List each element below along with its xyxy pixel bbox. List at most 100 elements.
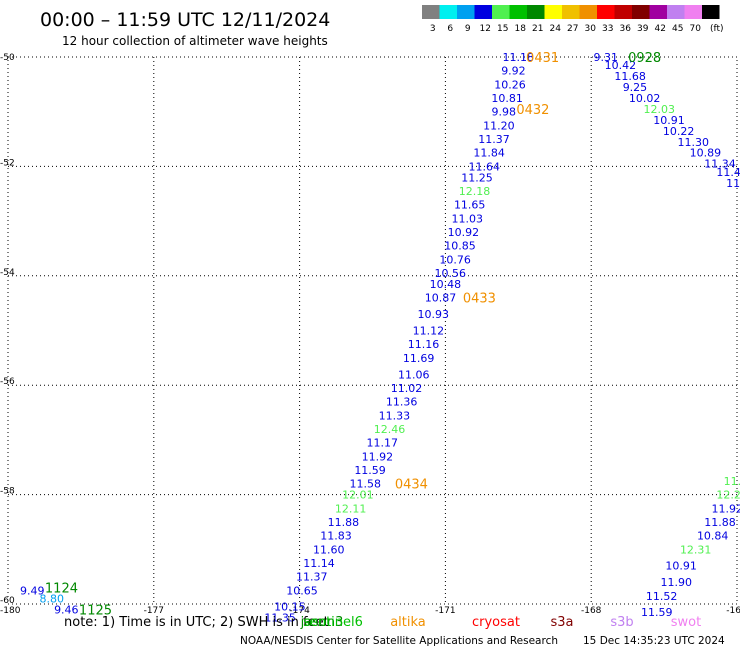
wave-height-point: 11.84 [473,147,505,160]
legend-label: 6 [447,24,453,34]
pass-time-label: 1125 [79,603,112,618]
color-scale-legend: 3 6 9 12 15 18 21 24 27 30 33 36 39 42 45 70 (ft) [422,5,724,34]
legend-swatch [684,5,702,19]
wave-height-point: 11.14 [303,557,335,570]
wave-height-point: 12.01 [342,489,374,502]
x-tick-label: -180 [0,606,21,616]
wave-height-point: 10.56 [435,267,467,280]
footer-timestamp: 15 Dec 14:35:23 UTC 2024 [583,635,725,647]
legend-label: 30 [585,24,597,34]
wave-height-point: 10.48 [430,278,462,291]
wave-height-point: 11.37 [478,133,510,146]
y-tick-label: -58 [0,487,15,497]
pass-time-label: 0432 [516,103,549,118]
legend-label: 33 [602,24,613,34]
wave-height-point: 10.81 [491,92,523,105]
pass-time-label: 0928 [628,51,661,66]
wave-height-point: 11.69 [403,352,435,365]
wave-height-point: 11.88 [704,516,736,529]
wave-height-point: 12.18 [459,185,491,198]
wave-height-point: 11.25 [461,171,493,184]
x-tick-label: -174 [289,606,310,616]
legend-label: 39 [637,24,649,34]
pass-time-label: 0434 [395,478,428,493]
wave-height-point: 11.83 [320,530,352,543]
pass-time-label: 0431 [526,51,559,66]
wave-height-point: 12.11 [335,502,367,515]
wave-height-point: 11.12 [413,325,445,338]
wave-height-point: 11.90 [661,576,693,589]
wave-height-point: 9.98 [491,106,516,119]
legend-swatch [597,5,615,19]
wave-height-point: 10.76 [439,253,471,266]
wave-height-point: 11.20 [483,119,515,132]
wave-height-point: 10.91 [653,114,685,127]
wave-height-point: 10.87 [425,292,457,305]
wave-height-point: 11.88 [328,516,360,529]
satellite-label: altika [390,615,426,630]
y-tick-label: -56 [0,377,15,387]
legend-label: 45 [672,24,683,34]
wave-height-point: 11.34 [704,158,736,171]
wave-height-point: 12.22 [716,489,740,502]
wave-height-point: 10.65 [286,584,318,597]
wave-height-point: 11.65 [454,199,486,212]
legend-swatch [422,5,440,19]
satellite-label: swot [671,615,701,630]
footer-credit: NOAA/NESDIS Center for Satellite Applica… [240,635,558,647]
wave-height-point: 11.58 [349,478,381,491]
legend-swatch [457,5,475,19]
wave-height-point: 8.80 [39,593,64,606]
legend-swatch [649,5,667,19]
legend-label: 42 [655,24,666,34]
legend-swatch [527,5,545,19]
grid [7,56,738,605]
wave-height-point: 11.02 [391,382,423,395]
wave-height-point: 11.64 [469,160,501,173]
pass-time-label: 0433 [463,292,496,307]
wave-height-point: 10.84 [697,530,729,543]
wave-height-point: 9.92 [501,65,526,78]
legend-label: 21 [532,24,543,34]
wave-height-point: 11.59 [354,464,386,477]
x-tick-label: -171 [435,606,455,616]
satellite-label: s3b [610,615,633,630]
wave-height-point: 11.03 [452,212,484,225]
legend-swatch [632,5,650,19]
legend-swatch [702,5,720,19]
wave-height-point: 10.85 [444,240,476,253]
wave-height-point: 11.36 [386,396,418,409]
x-tick-label: -177 [144,606,164,616]
legend-label: 9 [465,24,471,34]
y-tick-label: -52 [0,158,15,168]
wave-height-point: 9.49 [20,584,45,597]
wave-height-point: 11.35 [264,612,296,625]
wave-height-point: 10.93 [418,308,450,321]
wave-height-point: 10.92 [448,226,480,239]
wave-height-point: 11.68 [614,70,646,83]
wave-height-point: 12.31 [680,543,712,556]
wave-height-point: 12.46 [374,423,406,436]
wave-height-point: 10.89 [690,147,722,160]
wave-height-point: 9.31 [594,51,619,64]
legend-swatch [439,5,457,19]
satellite-label: cryosat [472,615,520,630]
chart-subtitle: 12 hour collection of altimeter wave hei… [62,34,328,48]
legend-label: 3 [430,24,436,34]
wave-height-point: 10.02 [629,92,661,105]
wave-height-point: 10.42 [605,59,637,72]
y-tick-label: -60 [0,596,15,606]
legend-unit: (ft) [710,24,724,34]
legend-swatch [579,5,597,19]
wave-height-point: 11.59 [726,177,740,190]
legend-label: 18 [515,24,527,34]
y-tick-label: -54 [0,268,15,278]
wave-height-point: 11.33 [379,409,411,422]
wave-height-point: 11.59 [641,606,673,619]
axes: -180 -177 -174 -171 -168 -16 -50 -52 -54 -56 -58 -6… [0,53,740,616]
legend-label: 12 [480,24,491,34]
legend-label: 36 [620,24,632,34]
wave-height-point: 9.46 [54,603,79,616]
